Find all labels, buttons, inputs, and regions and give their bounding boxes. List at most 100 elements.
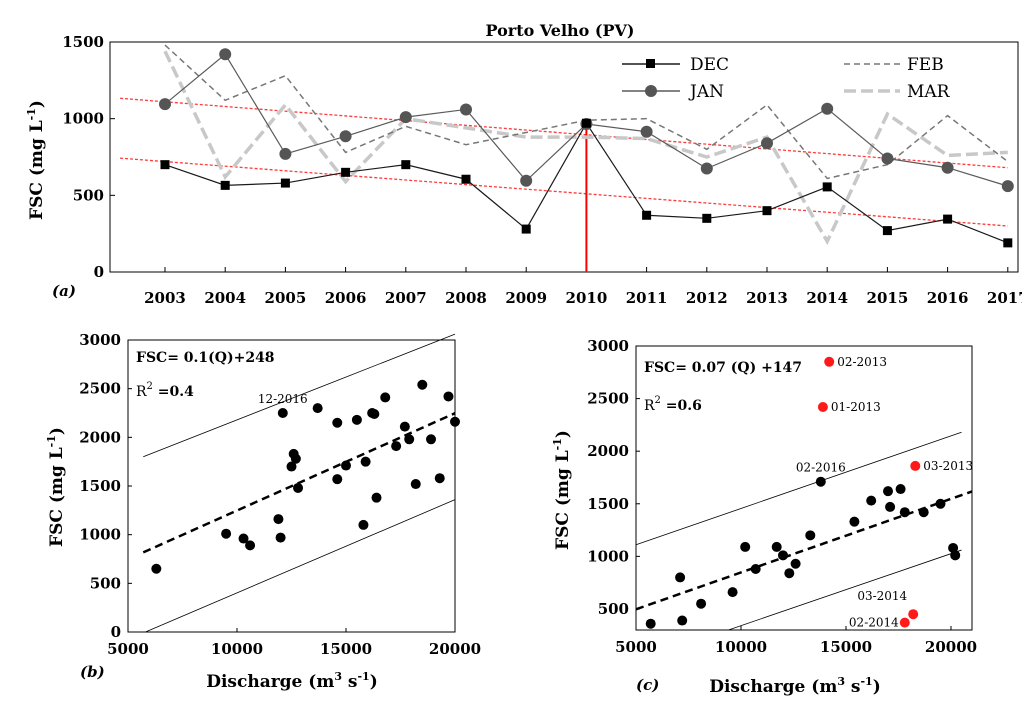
x-tick-label: 2008 bbox=[445, 289, 487, 307]
dec-point bbox=[461, 174, 471, 184]
dec-point bbox=[160, 160, 170, 170]
regression-line bbox=[142, 412, 456, 554]
data-point bbox=[399, 421, 410, 432]
legend-feb-label: FEB bbox=[907, 55, 944, 75]
jan-point bbox=[1001, 180, 1014, 193]
outlier-point bbox=[910, 460, 921, 471]
y-tick-label: 2000 bbox=[79, 428, 121, 446]
data-point bbox=[332, 474, 343, 485]
panel-a-label: (a) bbox=[52, 282, 76, 300]
jan-point bbox=[520, 174, 533, 187]
x-tick-label: 15000 bbox=[820, 638, 872, 656]
outlier-point bbox=[899, 617, 910, 628]
trendline-1 bbox=[119, 97, 1008, 169]
y-tick-label: 3000 bbox=[587, 337, 629, 355]
data-point bbox=[275, 532, 286, 543]
jan-point bbox=[460, 103, 472, 116]
data-point bbox=[380, 392, 391, 403]
y-tick-label: 2000 bbox=[587, 442, 629, 460]
data-point bbox=[771, 541, 782, 552]
data-point bbox=[918, 507, 929, 518]
regression-line bbox=[635, 490, 973, 611]
dec-point bbox=[943, 214, 953, 224]
data-point bbox=[849, 516, 860, 527]
data-point bbox=[675, 572, 686, 583]
legend-mar-label: MAR bbox=[907, 82, 951, 102]
data-point bbox=[790, 558, 801, 569]
x-axis-label-b: Discharge (m3 s-1) bbox=[206, 670, 378, 692]
outlier-label: 01-2013 bbox=[831, 400, 881, 414]
jan-point bbox=[339, 130, 352, 143]
panel-c-label: (c) bbox=[636, 676, 659, 694]
data-point bbox=[443, 391, 454, 402]
y-tick-label: 1500 bbox=[62, 33, 104, 51]
y-tick-label: 500 bbox=[598, 600, 629, 618]
panel-a-plot-frame bbox=[109, 41, 1019, 273]
data-point bbox=[895, 484, 906, 495]
x-tick-label: 2013 bbox=[746, 289, 788, 307]
data-point bbox=[784, 568, 795, 579]
y-tick-label: 1000 bbox=[62, 110, 104, 128]
data-point bbox=[404, 434, 415, 445]
data-point bbox=[332, 417, 343, 428]
x-tick-label: 20000 bbox=[925, 638, 977, 656]
outlier-label: 02-2013 bbox=[837, 355, 887, 369]
jan-point bbox=[640, 125, 653, 138]
data-point bbox=[750, 563, 761, 574]
outlier-point bbox=[817, 402, 828, 413]
trendline-2 bbox=[119, 157, 1008, 227]
y-tick-label: 2500 bbox=[587, 390, 629, 408]
x-tick-label: 2017 bbox=[987, 289, 1022, 307]
point-annotation: 12-2016 bbox=[258, 392, 308, 406]
y-axis-label-b: FSC (mg L-1) bbox=[45, 427, 67, 547]
data-point bbox=[341, 460, 351, 471]
x-tick-label: 2015 bbox=[867, 289, 909, 307]
data-point bbox=[290, 453, 301, 464]
outlier-point bbox=[824, 356, 835, 367]
x-axis-label-c: Discharge (m3 s-1) bbox=[709, 675, 881, 697]
data-point bbox=[866, 495, 877, 506]
jan-point bbox=[821, 102, 834, 115]
outlier-label: 02-2014 bbox=[849, 616, 899, 630]
jan-point bbox=[881, 152, 894, 165]
outlier-label: 03-2014 bbox=[857, 589, 907, 603]
x-tick-label: 2014 bbox=[806, 289, 848, 307]
x-tick-label: 5000 bbox=[615, 638, 657, 656]
dec-point bbox=[341, 167, 351, 177]
x-tick-label: 20000 bbox=[429, 640, 481, 658]
x-tick-label: 2010 bbox=[566, 289, 608, 307]
data-point bbox=[805, 530, 816, 541]
x-tick-label: 10000 bbox=[211, 640, 263, 658]
data-point bbox=[351, 414, 362, 425]
jan-point bbox=[399, 111, 412, 124]
y-tick-label: 0 bbox=[94, 263, 104, 281]
data-point bbox=[696, 598, 707, 609]
data-point bbox=[245, 540, 256, 551]
legend-jan-marker bbox=[645, 85, 657, 97]
data-point bbox=[369, 408, 380, 419]
data-point bbox=[899, 507, 910, 518]
data-point bbox=[645, 618, 656, 629]
panel-c: 5000 10000 15000 20000 500 1000 1500 2000 2500 30… bbox=[551, 337, 977, 697]
dec-point bbox=[762, 206, 772, 216]
data-point bbox=[450, 416, 460, 427]
x-tick-label: 2009 bbox=[505, 289, 547, 307]
x-tick-label: 2011 bbox=[626, 289, 668, 307]
x-tick-label: 5000 bbox=[107, 640, 149, 658]
dec-point bbox=[401, 160, 411, 170]
data-point bbox=[778, 550, 788, 561]
x-tick-label: 10000 bbox=[715, 638, 767, 656]
data-point bbox=[277, 408, 288, 418]
outlier-point bbox=[908, 609, 919, 620]
chart-title: Porto Velho (PV) bbox=[486, 21, 635, 40]
equation-b: FSC= 0.1(Q)+248 bbox=[136, 350, 275, 366]
prediction-band-2 bbox=[728, 549, 962, 631]
x-tick-label: 2016 bbox=[927, 289, 969, 307]
y-tick-label: 1500 bbox=[587, 495, 629, 513]
dec-point bbox=[882, 226, 892, 236]
data-point bbox=[677, 615, 688, 626]
jan-point bbox=[761, 137, 773, 150]
equation-c: FSC= 0.07 (Q) +147 bbox=[644, 360, 802, 376]
y-tick-label: 500 bbox=[90, 574, 121, 592]
